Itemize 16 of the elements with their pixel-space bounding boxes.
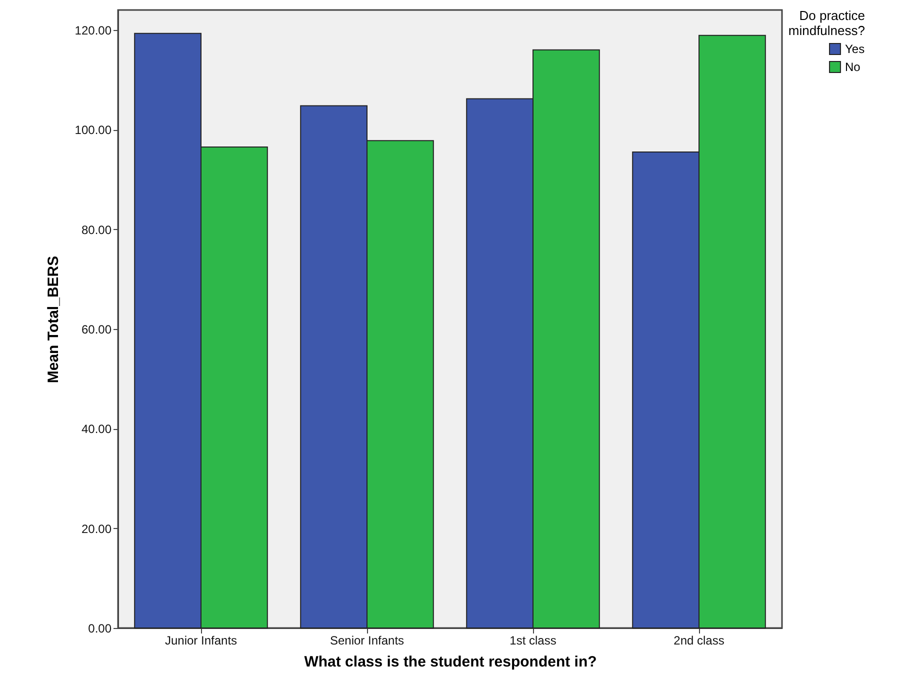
x-tick-label: 2nd class (674, 634, 724, 648)
y-tick-label: 120.00 (74, 23, 112, 38)
x-tick-label: Senior Infants (330, 634, 404, 648)
x-axis-title: What class is the student respondent in? (304, 654, 597, 670)
x-tick-label: Junior Infants (164, 634, 238, 648)
x-tick-label: 1st class (510, 634, 556, 648)
y-axis-title: Mean Total_BERS (44, 256, 62, 384)
legend-title: Do practice mindfulness? (788, 8, 865, 38)
y-tick-label: 20.00 (81, 522, 112, 536)
y-tick-label: 80.00 (81, 222, 112, 237)
y-tick-label: 60.00 (81, 322, 112, 336)
legend-label: Yes (845, 42, 865, 56)
y-tick-label: 0.00 (88, 622, 112, 636)
y-tick-label: 40.00 (81, 422, 112, 436)
y-tick-label: 100.00 (74, 123, 112, 138)
legend-label: No (845, 60, 861, 74)
